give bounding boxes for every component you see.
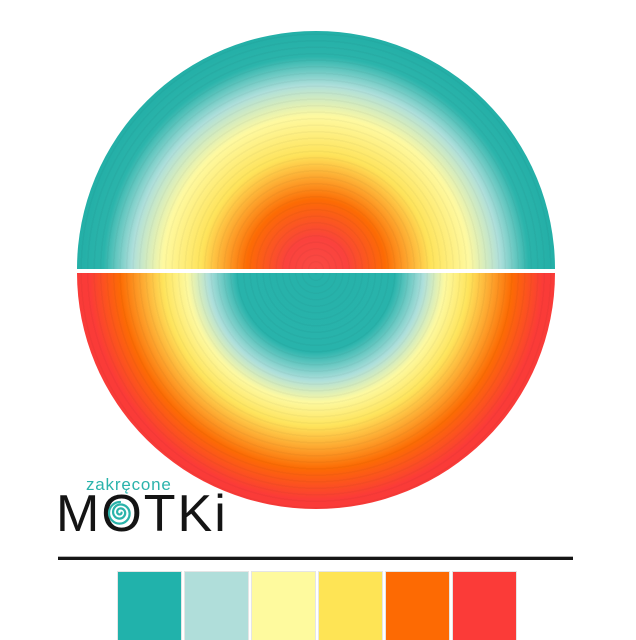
logo-tagline: zakręcone [86, 475, 172, 494]
palette-swatch-pale-yellow [252, 572, 315, 640]
circle-bottom-half [77, 273, 555, 509]
wordmark-prefix: M [56, 485, 102, 543]
wordmark-suffix: TKi [143, 485, 228, 543]
palette-swatch-yellow [319, 572, 382, 640]
palette-swatch-red [453, 572, 516, 640]
yarn-spiral-icon [108, 500, 132, 525]
palette-swatch-pale-aqua [185, 572, 248, 640]
divider-rule [58, 556, 573, 560]
palette-swatch-teal [118, 572, 181, 640]
wordmark-letter-o: O [101, 485, 144, 543]
gradient-circle-artwork [77, 31, 555, 509]
circle-top-half [77, 31, 555, 269]
palette-swatch-orange [386, 572, 449, 640]
color-palette-strip [118, 572, 516, 640]
logo-wordmark: M O TKi [56, 488, 228, 540]
